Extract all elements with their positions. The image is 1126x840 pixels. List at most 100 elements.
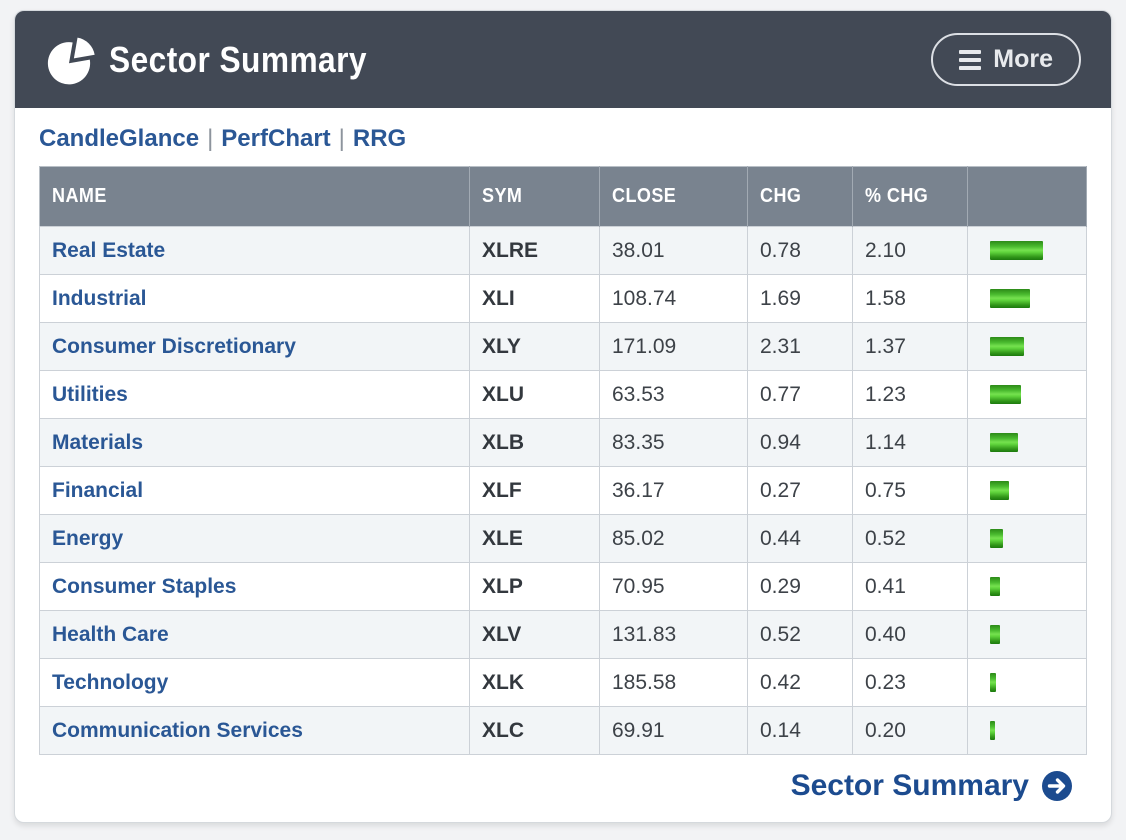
chg-cell: 0.29 xyxy=(747,562,853,611)
close-cell: 108.74 xyxy=(599,274,748,323)
link-separator: | xyxy=(338,125,345,152)
sector-name-link[interactable]: Real Estate xyxy=(52,238,166,262)
pct-chg-cell: 1.14 xyxy=(852,418,968,467)
bar-cell xyxy=(967,706,1087,755)
pct-chg-cell: 0.40 xyxy=(852,610,968,659)
bar-cell xyxy=(967,562,1087,611)
chg-cell: 0.42 xyxy=(747,658,853,707)
close-cell: 131.83 xyxy=(599,610,748,659)
close-cell: 69.91 xyxy=(599,706,748,755)
link-separator: | xyxy=(207,125,214,152)
symbol-cell: XLU xyxy=(469,370,600,419)
table-row: Utilities XLU 63.53 0.77 1.23 xyxy=(39,370,1087,419)
bar-cell xyxy=(967,274,1087,323)
symbol-cell: XLP xyxy=(469,562,600,611)
close-cell: 70.95 xyxy=(599,562,748,611)
sector-summary-widget: Sector Summary More CandleGlance | PerfCha… xyxy=(14,10,1112,823)
sector-name-link[interactable]: Industrial xyxy=(52,286,147,310)
sector-name-link[interactable]: Consumer Discretionary xyxy=(52,334,296,358)
column-header-pct-chg: % CHG xyxy=(852,166,968,227)
chg-cell: 0.52 xyxy=(747,610,853,659)
column-header-sym: SYM xyxy=(469,166,600,227)
symbol-cell: XLC xyxy=(469,706,600,755)
pct-chg-bar xyxy=(990,625,1000,644)
sector-name-link[interactable]: Health Care xyxy=(52,622,169,646)
chg-cell: 0.94 xyxy=(747,418,853,467)
pct-chg-cell: 1.23 xyxy=(852,370,968,419)
chg-cell: 0.27 xyxy=(747,466,853,515)
hamburger-icon xyxy=(959,49,982,70)
close-cell: 83.35 xyxy=(599,418,748,467)
chg-cell: 0.44 xyxy=(747,514,853,563)
table-row: Industrial XLI 108.74 1.69 1.58 xyxy=(39,274,1087,323)
table-row: Communication Services XLC 69.91 0.14 0.… xyxy=(39,706,1087,755)
table-row: Health Care XLV 131.83 0.52 0.40 xyxy=(39,610,1087,659)
bar-cell xyxy=(967,658,1087,707)
table-row: Financial XLF 36.17 0.27 0.75 xyxy=(39,466,1087,515)
pct-chg-cell: 0.23 xyxy=(852,658,968,707)
perfchart-link[interactable]: PerfChart xyxy=(221,125,331,152)
column-header-close: CLOSE xyxy=(599,166,748,227)
column-header-chg: CHG xyxy=(747,166,853,227)
pct-chg-cell: 0.41 xyxy=(852,562,968,611)
sector-name-link[interactable]: Consumer Staples xyxy=(52,574,237,598)
symbol-cell: XLV xyxy=(469,610,600,659)
sector-name-link[interactable]: Communication Services xyxy=(52,718,303,742)
pie-chart-icon xyxy=(43,34,95,86)
symbol-cell: XLI xyxy=(469,274,600,323)
pct-chg-cell: 1.37 xyxy=(852,322,968,371)
bar-cell xyxy=(967,610,1087,659)
close-cell: 38.01 xyxy=(599,226,748,275)
sector-summary-footer-link[interactable]: Sector Summary xyxy=(791,769,1073,803)
pct-chg-bar xyxy=(990,577,1000,596)
symbol-cell: XLK xyxy=(469,658,600,707)
candleglance-link[interactable]: CandleGlance xyxy=(39,125,200,152)
sector-table: NAME SYM CLOSE CHG % CHG Real Estate XLR… xyxy=(39,166,1087,755)
bar-cell xyxy=(967,466,1087,515)
bar-cell xyxy=(967,226,1087,275)
table-row: Consumer Discretionary XLY 171.09 2.31 1… xyxy=(39,322,1087,371)
pct-chg-cell: 1.58 xyxy=(852,274,968,323)
pct-chg-bar xyxy=(990,673,996,692)
pct-chg-bar xyxy=(990,385,1021,404)
pct-chg-bar xyxy=(990,241,1043,260)
bar-cell xyxy=(967,370,1087,419)
chg-cell: 1.69 xyxy=(747,274,853,323)
close-cell: 36.17 xyxy=(599,466,748,515)
pct-chg-bar xyxy=(990,433,1018,452)
more-button-label: More xyxy=(993,45,1053,73)
column-header-bar xyxy=(967,166,1087,227)
chart-tool-links: CandleGlance | PerfChart | RRG xyxy=(15,108,1111,166)
bar-cell xyxy=(967,322,1087,371)
table-row: Materials XLB 83.35 0.94 1.14 xyxy=(39,418,1087,467)
arrow-right-circle-icon xyxy=(1041,770,1073,802)
table-row: Energy XLE 85.02 0.44 0.52 xyxy=(39,514,1087,563)
bar-cell xyxy=(967,418,1087,467)
table-row: Real Estate XLRE 38.01 0.78 2.10 xyxy=(39,226,1087,275)
symbol-cell: XLE xyxy=(469,514,600,563)
table-row: Consumer Staples XLP 70.95 0.29 0.41 xyxy=(39,562,1087,611)
sector-name-link[interactable]: Technology xyxy=(52,670,169,694)
pct-chg-cell: 0.52 xyxy=(852,514,968,563)
symbol-cell: XLF xyxy=(469,466,600,515)
pct-chg-cell: 0.75 xyxy=(852,466,968,515)
pct-chg-bar xyxy=(990,481,1009,500)
close-cell: 171.09 xyxy=(599,322,748,371)
pct-chg-bar xyxy=(990,721,995,740)
sector-name-link[interactable]: Utilities xyxy=(52,382,128,406)
pct-chg-bar xyxy=(990,289,1030,308)
sector-name-link[interactable]: Financial xyxy=(52,478,144,502)
rrg-link[interactable]: RRG xyxy=(352,125,407,152)
chg-cell: 0.14 xyxy=(747,706,853,755)
more-button[interactable]: More xyxy=(931,33,1081,86)
symbol-cell: XLY xyxy=(469,322,600,371)
page-title: Sector Summary xyxy=(109,38,367,80)
sector-name-link[interactable]: Energy xyxy=(52,526,124,550)
pct-chg-cell: 0.20 xyxy=(852,706,968,755)
pct-chg-bar xyxy=(990,337,1024,356)
chg-cell: 0.78 xyxy=(747,226,853,275)
bar-cell xyxy=(967,514,1087,563)
close-cell: 85.02 xyxy=(599,514,748,563)
table-row: Technology XLK 185.58 0.42 0.23 xyxy=(39,658,1087,707)
sector-name-link[interactable]: Materials xyxy=(52,430,144,454)
